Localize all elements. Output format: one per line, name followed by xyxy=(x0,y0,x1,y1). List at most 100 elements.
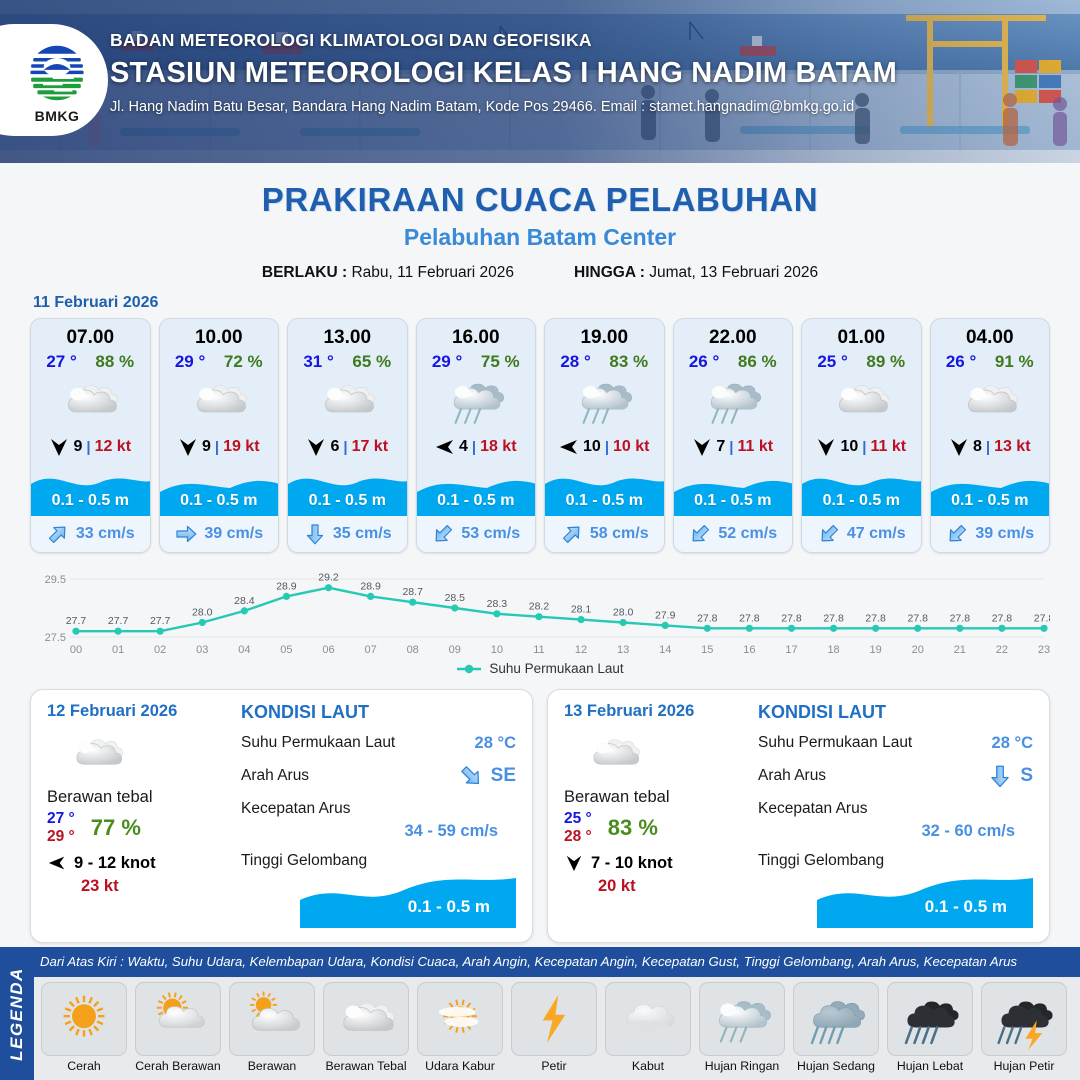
valid-to-value: Jumat, 13 Februari 2026 xyxy=(649,264,819,281)
wave-shape-icon xyxy=(817,878,1033,928)
card-wave: 0.1 - 0.5 m xyxy=(159,466,279,516)
page-subtitle: Pelabuhan Batam Center xyxy=(403,224,677,250)
header-overlay-tint xyxy=(0,0,1080,163)
card-weather-hujan-ringan-icon xyxy=(417,372,536,430)
legend-berawan-tebal-icon xyxy=(323,982,409,1056)
card-current-speed: 35 cm/s xyxy=(332,525,392,542)
card-humidity: 86 % xyxy=(737,352,777,371)
day-wave-badge: 0.1 - 0.5 m xyxy=(241,874,516,928)
day-wave-height: 0.1 - 0.5 m xyxy=(407,897,490,916)
svg-text:11: 11 xyxy=(533,644,544,656)
sea-row-wave: Tinggi Gelombang xyxy=(758,850,1033,872)
sea-label: Tinggi Gelombang xyxy=(758,852,885,869)
day-date: 13 Februari 2026 xyxy=(564,702,695,720)
card-weather-berawan-tebal-icon xyxy=(160,372,279,430)
card-wind-arrow-down-icon xyxy=(949,436,969,458)
svg-text:12: 12 xyxy=(575,644,587,656)
card-wind-arrow-down-icon xyxy=(692,436,712,458)
svg-text:29.2: 29.2 xyxy=(318,572,339,584)
legend-item: Cerah xyxy=(40,982,128,1078)
svg-text:18: 18 xyxy=(827,644,839,656)
card-wind-arrow-down-icon xyxy=(49,436,69,458)
svg-text:27.8: 27.8 xyxy=(697,612,718,624)
day-gust: 20 kt xyxy=(598,877,636,895)
card-wind-speed: 8 xyxy=(972,438,982,455)
svg-text:02: 02 xyxy=(154,644,166,656)
svg-text:07: 07 xyxy=(364,644,376,656)
forecast-card: 22.00 26 ° 86 % 7 | 11 xyxy=(672,318,793,553)
card-temperature: 29 ° xyxy=(431,352,463,371)
card-time: 10.00 xyxy=(194,327,243,348)
sst-chart-plot: 27.5 29.5 27.7 00 27.7 01 27.7 02 28.0 03 28.4 04 28… xyxy=(45,572,1050,656)
card-wind-arrow-down-icon xyxy=(306,436,326,458)
card-wind-speed: 4 xyxy=(458,438,468,455)
day-sea-title: KONDISI LAUT xyxy=(758,702,886,722)
card-weather-berawan-tebal-icon xyxy=(931,372,1050,430)
sea-label: Tinggi Gelombang xyxy=(241,852,368,869)
legend-petir-icon xyxy=(511,982,597,1056)
daily-forecast-panel: 12 Februari 2026 Berawan tebal 27 ° 29 °… xyxy=(30,689,533,943)
svg-text:27.8: 27.8 xyxy=(823,612,844,624)
card-gust: 10 kt xyxy=(613,438,650,455)
legend-kabut-icon xyxy=(605,982,691,1056)
card-current-arrow-down-left-icon xyxy=(431,522,455,546)
legend-item-label: Cerah Berawan xyxy=(135,1059,221,1073)
svg-text:16: 16 xyxy=(743,644,755,656)
legend-hujan-petir-icon xyxy=(981,982,1067,1056)
svg-text:27.8: 27.8 xyxy=(1034,612,1050,624)
legend-item-label: Hujan Petir xyxy=(993,1059,1055,1073)
legend-item: Kabut xyxy=(604,982,692,1078)
daily-forecast-panel: 13 Februari 2026 Berawan tebal 25 ° 28 °… xyxy=(547,689,1050,943)
day-date: 12 Februari 2026 xyxy=(47,702,178,720)
card-wave-height: 0.1 - 0.5 m xyxy=(565,492,643,509)
card-temperature: 27 ° xyxy=(46,352,77,371)
card-weather-hujan-ringan-icon xyxy=(674,372,793,430)
card-weather-berawan-tebal-icon xyxy=(802,372,921,430)
card-gust: 12 kt xyxy=(94,438,132,455)
svg-text:28.3: 28.3 xyxy=(487,598,508,610)
svg-text:28.4: 28.4 xyxy=(234,595,255,607)
sea-label: Arah Arus xyxy=(241,767,310,784)
card-wind-arrow-down-icon xyxy=(178,436,198,458)
card-separator: | xyxy=(214,438,220,456)
legend-cerah-icon xyxy=(41,982,127,1056)
forecast-day-label: 11 Februari 2026 xyxy=(33,294,159,311)
forecast-card: 13.00 31 ° 65 % 6 | 17 kt 0.1 - 0. xyxy=(287,318,408,553)
station-address: Jl. Hang Nadim Batu Besar, Bandara Hang … xyxy=(110,99,855,115)
card-current-speed: 53 cm/s xyxy=(461,525,521,542)
sea-row-sst: Suhu Permukaan Laut 28 °C xyxy=(758,732,1033,754)
legend-item: Hujan Lebat xyxy=(886,982,974,1078)
card-wave-height: 0.1 - 0.5 m xyxy=(951,492,1029,509)
svg-text:04: 04 xyxy=(238,644,250,656)
day-gust: 23 kt xyxy=(81,877,119,895)
card-current-arrow-up-right-icon xyxy=(46,522,70,546)
sea-label: Arah Arus xyxy=(758,767,827,784)
legend-note: Dari Atas Kiri : Waktu, Suhu Udara, Kele… xyxy=(40,954,1018,969)
legend-hujan-sedang-icon xyxy=(793,982,879,1056)
legend-item-label: Udara Kabur xyxy=(425,1059,495,1073)
svg-text:14: 14 xyxy=(659,644,671,656)
sea-row-current-direction: Arah Arus SE xyxy=(241,763,516,789)
page-header: BMKG BADAN METEOROLOGI KLIMATOLOGI DAN G… xyxy=(0,0,1080,163)
svg-text:27.7: 27.7 xyxy=(108,615,129,627)
svg-text:28.0: 28.0 xyxy=(192,607,213,619)
card-separator: | xyxy=(985,438,991,456)
svg-text:10: 10 xyxy=(491,644,503,656)
card-humidity: 75 % xyxy=(480,352,520,371)
svg-text:28.9: 28.9 xyxy=(360,580,381,592)
valid-to-label: HINGGA : xyxy=(574,264,645,281)
card-weather-berawan-tebal-icon xyxy=(31,372,150,430)
card-wave-height: 0.1 - 0.5 m xyxy=(694,492,772,509)
day-temp-max: 29 ° xyxy=(47,828,75,845)
card-separator: | xyxy=(471,438,477,456)
svg-text:17: 17 xyxy=(785,644,797,656)
wave-shape-icon xyxy=(31,478,150,516)
legend-item: Cerah Berawan xyxy=(134,982,222,1078)
sea-current-speed: 32 - 60 cm/s xyxy=(921,822,1015,840)
card-separator: | xyxy=(343,438,348,456)
card-separator: | xyxy=(86,438,91,456)
forecast-card: 04.00 26 ° 91 % 8 | 13 kt 0.1 - 0. xyxy=(929,318,1050,553)
card-current-speed: 39 cm/s xyxy=(975,525,1035,542)
sea-label: Suhu Permukaan Laut xyxy=(758,734,913,751)
svg-text:28.9: 28.9 xyxy=(276,580,297,592)
